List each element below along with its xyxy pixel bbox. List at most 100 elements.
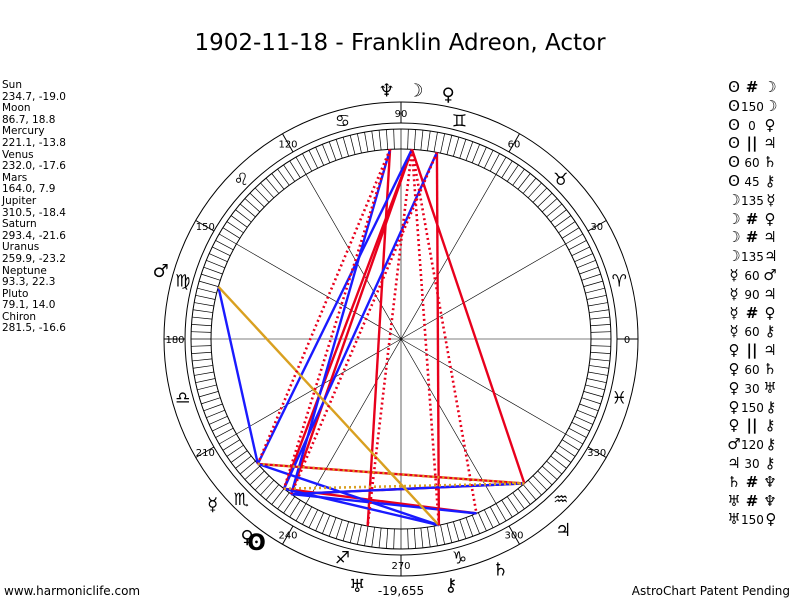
aspect-planet-b-icon: ♆	[763, 491, 777, 510]
planet-sun-icon: ʘ	[247, 531, 266, 556]
degree-tick	[215, 240, 234, 251]
planet-saturn-icon: ♄	[492, 559, 508, 580]
degree-tick	[433, 132, 438, 152]
degree-tick	[212, 421, 231, 432]
degree-tick	[335, 139, 343, 159]
degree-tick	[517, 173, 531, 190]
aspect-planet-a-icon: ♅	[727, 491, 741, 510]
aspect-planet-b-icon: ☿	[766, 190, 776, 209]
degree-tick	[440, 133, 446, 154]
aspect-row: ♀ || ⚷	[727, 416, 799, 435]
degree-tick	[192, 358, 213, 362]
zodiac-sign-icon: ♌	[234, 170, 249, 190]
aspect-planet-b-icon: ⚷	[765, 397, 777, 416]
aspect-row: ♅ # ♆	[727, 492, 799, 511]
degree-label-60: 60	[508, 139, 521, 150]
zodiac-sign-icon: ♊	[452, 112, 467, 132]
aspect-type: 135	[741, 193, 764, 208]
degree-tick	[215, 427, 234, 438]
degree-tick	[427, 527, 431, 548]
zodiac-sign-icon: ♉	[553, 170, 568, 190]
planet-name-neptune: Neptune	[2, 264, 47, 277]
degree-tick	[546, 460, 563, 475]
degree-tick	[195, 378, 216, 384]
degree-tick	[453, 137, 460, 157]
degree-tick	[289, 160, 301, 179]
planet-coords-neptune: 93.3, 22.3	[2, 276, 56, 289]
planet-name-uranus: Uranus	[2, 241, 40, 254]
degree-tick	[558, 444, 576, 457]
zodiac-sign-icon: ♍	[175, 272, 190, 292]
degree-tick	[212, 246, 231, 257]
degree-tick	[191, 345, 212, 347]
degree-tick	[506, 164, 519, 182]
degree-tick	[194, 302, 214, 307]
degree-tick	[191, 331, 212, 333]
aspect-line-moon-sun	[290, 148, 414, 495]
aspect-type: #	[745, 228, 759, 247]
degree-tick	[558, 221, 576, 234]
aspect-planet-b-icon: ♀	[764, 303, 776, 322]
aspect-type: ||	[746, 416, 758, 435]
degree-label-90: 90	[395, 109, 408, 120]
degree-tick	[541, 198, 558, 213]
degree-tick	[541, 465, 558, 480]
degree-tick	[222, 439, 241, 451]
aspect-planet-a-icon: ☽	[727, 247, 741, 266]
degree-tick	[386, 129, 389, 150]
degree-tick	[590, 324, 611, 327]
aspect-planet-a-icon: ♅	[727, 510, 741, 529]
aspect-planet-a-icon: ʘ	[728, 171, 740, 190]
aspect-type: 30	[744, 456, 760, 471]
degree-tick	[328, 141, 337, 161]
planet-name-mars: Mars	[2, 171, 28, 184]
degree-tick	[581, 397, 601, 405]
degree-tick	[585, 287, 605, 294]
degree-tick	[277, 168, 290, 186]
planet-name-moon: Moon	[2, 102, 31, 115]
degree-tick	[249, 470, 265, 486]
aspect-planet-b-icon: ♅	[763, 378, 777, 397]
aspect-row: ʘ 0 ♀	[727, 116, 799, 135]
zodiac-sign-icon: ♐	[335, 548, 350, 568]
degree-tick	[386, 528, 389, 549]
degree-tick	[226, 221, 244, 234]
degree-tick	[589, 316, 610, 320]
degree-tick	[322, 515, 331, 534]
degree-tick	[565, 433, 584, 445]
aspect-row: ☿ # ♀	[727, 304, 799, 323]
degree-tick	[283, 496, 296, 514]
degree-label-0: 0	[624, 335, 630, 346]
aspect-line-moon-saturn	[410, 149, 478, 514]
degree-tick	[201, 273, 221, 281]
zodiac-sign-icon: ♋	[335, 112, 350, 132]
aspect-planet-a-icon: ʘ	[728, 153, 740, 172]
bottom-value: -19,655	[378, 584, 424, 598]
aspect-planet-b-icon: ♆	[763, 472, 777, 491]
aspect-type: 120	[741, 438, 764, 453]
degree-tick	[194, 371, 214, 376]
aspect-planet-b-icon: ⚷	[764, 171, 776, 190]
degree-tick	[483, 150, 494, 169]
planet-chiron-icon: ⚷	[444, 575, 457, 596]
planet-uranus-icon: ♅	[349, 576, 365, 597]
aspect-row: ☿ 60 ⚷	[727, 322, 799, 341]
aspect-line-pluto-sun	[290, 151, 439, 495]
degree-tick	[265, 484, 280, 501]
degree-tick	[565, 233, 584, 245]
degree-tick	[577, 409, 596, 418]
degree-tick	[249, 192, 265, 208]
degree-tick	[586, 294, 607, 300]
planet-coords-jupiter: 310.5, -18.4	[2, 206, 66, 219]
sign-divider	[195, 446, 215, 458]
degree-label-30: 30	[590, 222, 603, 233]
aspect-planet-a-icon: ʘ	[728, 96, 740, 115]
degree-tick	[583, 280, 603, 287]
degree-tick	[226, 444, 244, 457]
degree-tick	[260, 479, 275, 496]
zodiac-sign-icon: ♏	[234, 490, 249, 510]
degree-tick	[501, 499, 513, 518]
planet-jupiter-icon: ♃	[555, 520, 571, 541]
sign-divider	[508, 525, 520, 545]
aspect-type: 45	[744, 174, 760, 189]
